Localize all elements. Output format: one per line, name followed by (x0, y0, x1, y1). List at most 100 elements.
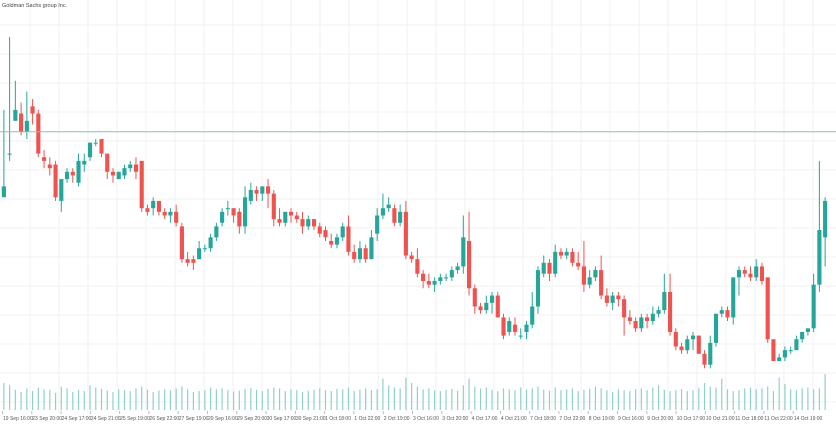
candle-body (524, 324, 529, 332)
candle (782, 346, 787, 362)
candle-body (742, 270, 747, 274)
candle-body (696, 335, 701, 354)
candle-body (231, 208, 236, 216)
candle-body (76, 160, 81, 183)
candle (243, 186, 248, 234)
candle (116, 171, 121, 180)
candle-body (334, 237, 340, 245)
candle (398, 204, 403, 227)
candle-body (64, 171, 70, 180)
candle-body (788, 350, 793, 352)
candle-body (610, 295, 615, 303)
candle-body (409, 255, 414, 260)
candle-body (288, 211, 294, 216)
candle-body (151, 200, 156, 209)
candle (306, 215, 311, 231)
candle-body (759, 266, 765, 281)
candle-body (30, 106, 35, 114)
candle-body (369, 237, 374, 260)
candle (570, 248, 575, 267)
candle (817, 160, 822, 292)
candle-body (564, 251, 569, 256)
candle-body (489, 295, 495, 303)
x-tick-label: 7 Oct 18:00 (530, 416, 556, 422)
x-tick-label: 26 Sep 22:00 (149, 416, 179, 422)
candle (13, 80, 18, 121)
candle-body (248, 190, 253, 201)
candle (627, 310, 632, 325)
candle (93, 139, 98, 147)
candle (696, 335, 701, 354)
candle (708, 335, 713, 369)
candle (82, 153, 87, 172)
x-tick-label: 11 Oct 18:00 (735, 416, 763, 422)
candle (122, 164, 127, 180)
candle (375, 208, 380, 241)
x-tick-label: 10 Oct 17:00 (677, 416, 706, 422)
candle-body (650, 313, 655, 322)
candle (1, 109, 6, 198)
x-tick-label: 9 Oct 20:00 (647, 416, 673, 422)
candle (265, 179, 271, 209)
candle-body (380, 208, 385, 216)
candle (702, 350, 707, 369)
candle-body (593, 270, 598, 278)
candle (599, 255, 604, 300)
candle-body (179, 226, 184, 260)
x-tick-label: 9 Oct 16:00 (618, 416, 644, 422)
candle (415, 248, 420, 278)
candle (558, 248, 564, 260)
candle-body (128, 164, 133, 169)
candle (334, 233, 340, 249)
x-tick-label: 30 Sep 21:00 (296, 416, 326, 422)
candle (478, 302, 483, 314)
candle (64, 168, 70, 183)
candle-body (472, 288, 477, 307)
candle (449, 266, 454, 281)
candle-body (708, 342, 713, 365)
candle-body (449, 270, 454, 278)
candle-body (300, 219, 305, 227)
candle-body (616, 295, 621, 300)
candle-body (633, 321, 638, 329)
candle (742, 266, 747, 278)
candle (679, 342, 684, 354)
candle-body (777, 357, 782, 362)
candle-body (208, 237, 213, 249)
candle (220, 208, 225, 227)
candle (145, 204, 150, 216)
candle-body (1, 186, 6, 198)
candle-body (421, 273, 426, 281)
candle (214, 222, 219, 241)
candle-body (748, 273, 753, 278)
candle (530, 291, 535, 329)
candle-body (122, 168, 127, 176)
candle-body (587, 277, 592, 285)
candle (754, 259, 759, 281)
candle-body (530, 306, 535, 325)
candle-body (823, 200, 828, 238)
candle-body (656, 310, 661, 314)
candle-body (352, 251, 357, 260)
candle-body (346, 226, 351, 252)
candle (610, 291, 615, 311)
candle-body (225, 208, 230, 210)
candle (24, 91, 29, 140)
x-tick-label: 25 Sep 19:00 (120, 416, 150, 422)
candle-body (541, 262, 546, 274)
candle-body (93, 142, 98, 144)
candle (168, 208, 173, 223)
candle-body (36, 113, 41, 154)
candle-body (329, 240, 334, 245)
candle-body (271, 193, 276, 220)
candle (110, 168, 116, 183)
candle-body (99, 139, 104, 154)
candle (283, 211, 288, 227)
candle-body (800, 331, 805, 340)
candle (524, 321, 529, 340)
candle-body (105, 153, 110, 172)
candle (432, 277, 437, 292)
candle-body (765, 277, 770, 340)
candle-body (622, 299, 627, 318)
candle (329, 233, 334, 249)
